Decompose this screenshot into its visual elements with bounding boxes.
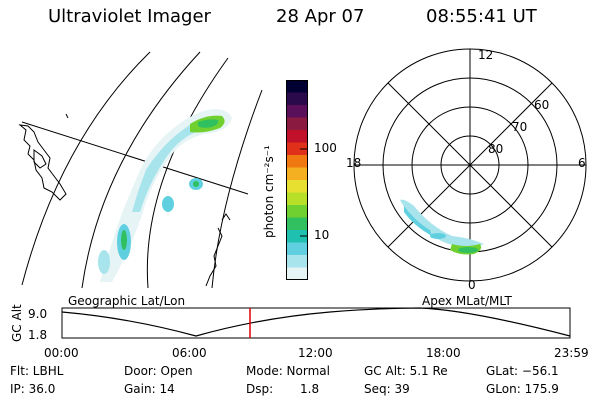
colorbar-stripe [286, 167, 308, 181]
geo-map-label: Geographic Lat/Lon [68, 294, 186, 308]
door-info: Door: Open [124, 364, 193, 378]
timeline-x-tick-1200: 12:00 [298, 346, 333, 360]
polar-mlt-12: 12 [478, 48, 494, 62]
colorbar-stripe [286, 105, 308, 118]
colorbar-stripe [286, 255, 308, 268]
colorbar [286, 80, 308, 280]
aurora-emission [98, 109, 232, 282]
colorbar-stripe [286, 242, 308, 256]
dsp-value: 1.8 [300, 382, 320, 396]
ip-info: IP: 36.0 [10, 382, 56, 396]
polar-lat-80: 80 [488, 142, 504, 156]
gc-alt-info: GC Alt: 5.1 Re [364, 364, 448, 378]
polar-mlt-6: 6 [578, 156, 586, 170]
colorbar-stripe [286, 130, 308, 143]
timeline-y-tick-min: 1.8 [28, 328, 48, 342]
colorbar-stripe [286, 205, 308, 218]
colorbar-stripe [286, 267, 308, 280]
polar-aurora [400, 199, 484, 255]
colorbar-stripe [286, 155, 308, 168]
colorbar-stripe [286, 80, 308, 93]
timeline-x-tick-0600: 06:00 [172, 346, 207, 360]
timeline-x-tick-1800: 18:00 [426, 346, 461, 360]
colorbar-tick-10: 10 [314, 228, 330, 242]
polar-mlt-18: 18 [346, 156, 362, 170]
filter-info: Flt: LBHL [10, 364, 64, 378]
polar-plot-label: Apex MLat/MLT [422, 294, 512, 308]
colorbar-stripe [286, 117, 308, 131]
polar-lat-70: 70 [512, 120, 528, 134]
timeline-y-tick-max: 9.0 [28, 307, 48, 321]
time-label: 08:55:41 UT [426, 6, 537, 27]
polar-lat-60: 60 [534, 98, 550, 112]
polar-mlt-0: 0 [468, 278, 476, 292]
glon-info: GLon: 175.9 [486, 382, 559, 396]
colorbar-stripe [286, 230, 308, 243]
colorbar-tick-100: 100 [314, 141, 337, 155]
coastline [18, 113, 231, 287]
app-title: Ultraviolet Imager [48, 6, 211, 27]
dsp-label: Dsp: [246, 382, 274, 396]
glat-info: GLat: −56.1 [486, 364, 559, 378]
timeline-x-tick-2359: 23:59 [554, 346, 589, 360]
mode-info: Mode: Normal [246, 364, 330, 378]
colorbar-stripe [286, 92, 308, 106]
timeline-x-tick-0000: 00:00 [44, 346, 79, 360]
seq-info: Seq: 39 [364, 382, 410, 396]
colorbar-stripe [286, 192, 308, 206]
colorbar-stripe [286, 217, 308, 231]
date-label: 28 Apr 07 [276, 6, 365, 27]
colorbar-stripe [286, 142, 308, 156]
gain-info: Gain: 14 [124, 382, 175, 396]
colorbar-stripe [286, 180, 308, 193]
